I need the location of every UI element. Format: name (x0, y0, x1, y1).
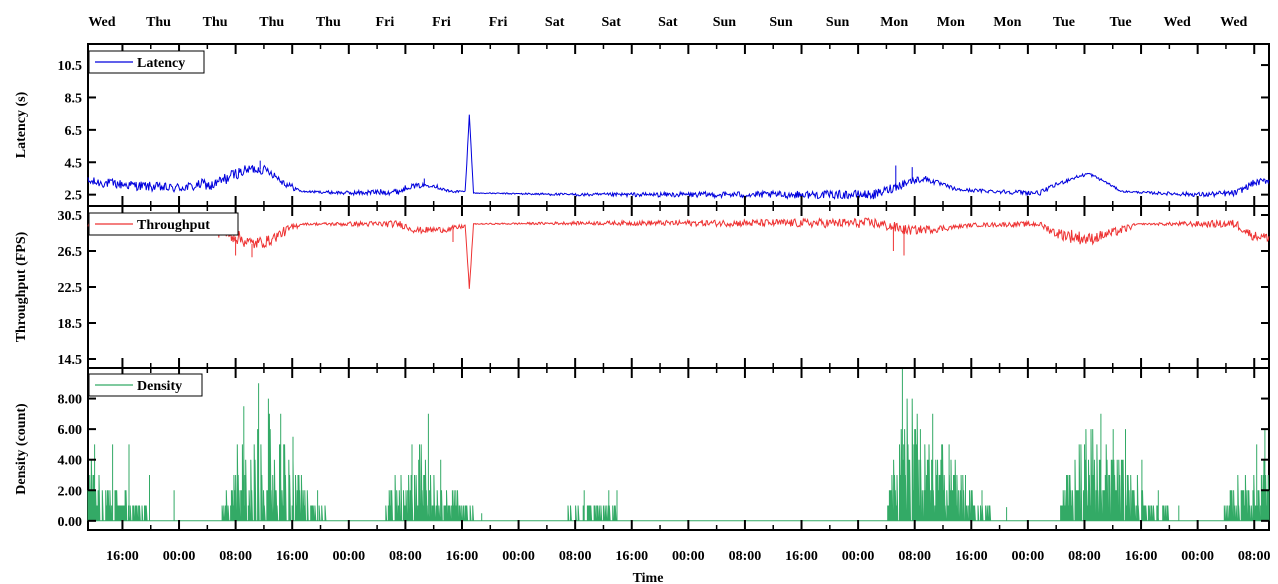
throughput-legend-label: Throughput (137, 218, 210, 233)
bottom-time-label: 00:00 (502, 549, 535, 564)
throughput-legend-box (88, 212, 239, 236)
density-y-axis-label: Density (count) (14, 403, 29, 495)
density-legend-box (88, 373, 203, 397)
top-day-label: Tue (1053, 15, 1075, 30)
bottom-time-label: 16:00 (955, 549, 988, 564)
bottom-time-label: 00:00 (672, 549, 705, 564)
top-day-label: Wed (1220, 15, 1247, 30)
bottom-time-label: 00:00 (163, 549, 196, 564)
y-tick-label: 26.5 (58, 245, 83, 260)
throughput-legend: Throughput (88, 212, 239, 236)
bottom-time-label: 08:00 (1068, 549, 1101, 564)
bottom-time-axis-labels: 16:00 00:00 08:00 16:00 00:00 08:00 16:00 00:00… (106, 549, 1270, 564)
bottom-time-label: 08:00 (729, 549, 762, 564)
bottom-time-label: 16:00 (276, 549, 309, 564)
top-day-label: Wed (1164, 15, 1191, 30)
latency-x-ticks (121, 44, 1256, 206)
density-series-line (87, 369, 1270, 522)
density-x-ticks (121, 368, 1256, 530)
y-tick-label: 8.5 (65, 91, 83, 106)
bottom-time-label: 16:00 (785, 549, 818, 564)
top-day-label: Fri (376, 15, 395, 30)
top-day-label: Fri (432, 15, 451, 30)
y-tick-label: 10.5 (58, 59, 83, 74)
bottom-time-label: 08:00 (898, 549, 931, 564)
bottom-time-label: 00:00 (842, 549, 875, 564)
bottom-time-label: 16:00 (1125, 549, 1158, 564)
latency-legend-box (88, 50, 205, 74)
density-y-ticks: 0.00 2.00 4.00 6.00 8.00 (58, 393, 1269, 530)
bottom-time-label: 00:00 (1012, 549, 1045, 564)
top-day-label: Sat (658, 15, 678, 30)
top-day-label: Sat (602, 15, 622, 30)
top-day-label: Mon (880, 15, 908, 30)
bottom-time-label: 08:00 (219, 549, 252, 564)
y-tick-label: 22.5 (58, 281, 83, 296)
y-tick-label: 2.00 (58, 484, 83, 499)
latency-series-line (87, 114, 1270, 200)
bottom-time-label: 16:00 (106, 549, 139, 564)
latency-legend-label: Latency (137, 56, 185, 71)
top-day-label: Sun (826, 15, 850, 30)
latency-legend: Latency (88, 50, 205, 74)
y-tick-label: 6.00 (58, 423, 83, 438)
y-tick-label: 4.00 (58, 454, 83, 469)
top-day-label: Mon (937, 15, 965, 30)
latency-plot-frame (87, 43, 1270, 207)
top-day-label: Wed (88, 15, 115, 30)
density-legend: Density (88, 373, 203, 397)
y-tick-label: 14.5 (58, 353, 83, 368)
y-tick-label: 6.5 (65, 124, 83, 139)
top-day-label: Sun (769, 15, 793, 30)
latency-y-ticks: 2.5 4.5 6.5 8.5 10.5 (58, 59, 1269, 204)
bottom-time-label: 00:00 (1181, 549, 1214, 564)
top-day-label: Thu (203, 15, 228, 30)
top-day-label: Thu (146, 15, 171, 30)
bottom-time-label: 08:00 (559, 549, 592, 564)
x-axis-title: Time (633, 571, 664, 584)
bottom-time-label: 08:00 (389, 549, 422, 564)
density-legend-label: Density (137, 379, 182, 394)
top-day-label: Thu (259, 15, 284, 30)
density-panel: 0.00 2.00 4.00 6.00 8.00 Density Density (co… (14, 367, 1270, 531)
latency-panel: 2.5 4.5 6.5 8.5 10.5 Latency Latency (s) (14, 43, 1270, 207)
top-day-label: Thu (316, 15, 341, 30)
y-tick-label: 2.5 (65, 189, 83, 204)
bottom-time-label: 16:00 (615, 549, 648, 564)
bottom-time-label: 16:00 (446, 549, 479, 564)
y-tick-label: 4.5 (65, 156, 83, 171)
throughput-y-ticks: 14.5 18.5 22.5 26.5 30.5 (58, 209, 1269, 368)
y-tick-label: 30.5 (58, 209, 83, 224)
top-day-axis-labels: Wed Thu Thu Thu Thu Fri Fri Fri Sat Sat Sat Sun Sun S… (88, 15, 1247, 30)
y-tick-label: 18.5 (58, 317, 83, 332)
throughput-series-line (87, 217, 1270, 289)
top-day-label: Mon (993, 15, 1021, 30)
throughput-y-axis-label: Throughput (FPS) (14, 231, 29, 342)
latency-y-axis-label: Latency (s) (14, 91, 29, 158)
density-plot-frame (87, 367, 1270, 531)
throughput-panel: 14.5 18.5 22.5 26.5 30.5 Throughput Throughp… (14, 205, 1270, 369)
throughput-plot-frame (87, 205, 1270, 369)
top-day-label: Fri (489, 15, 508, 30)
bottom-time-label: 00:00 (332, 549, 365, 564)
top-day-label: Sat (545, 15, 565, 30)
top-day-label: Sun (713, 15, 737, 30)
top-day-label: Tue (1110, 15, 1132, 30)
bottom-time-label: 08:00 (1238, 549, 1271, 564)
throughput-x-ticks (121, 206, 1256, 368)
y-tick-label: 8.00 (58, 393, 83, 408)
y-tick-label: 0.00 (58, 515, 83, 530)
